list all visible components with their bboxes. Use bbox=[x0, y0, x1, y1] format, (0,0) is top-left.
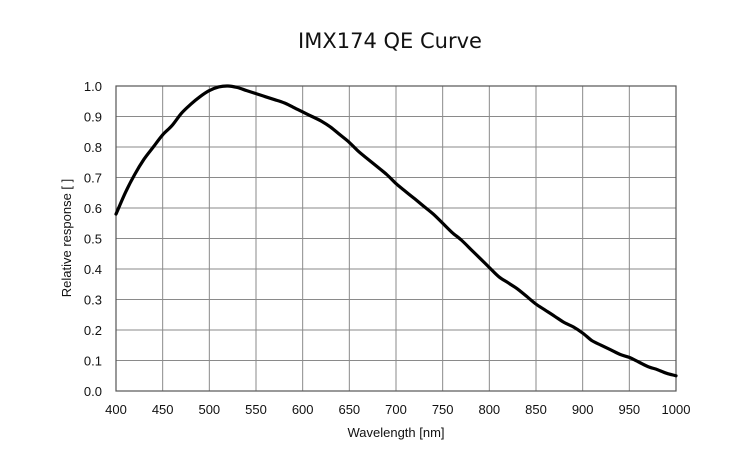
y-tick-label: 0.6 bbox=[84, 201, 102, 216]
y-axis-ticks: 0.0 0.1 0.2 0.3 0.4 0.5 0.6 0.7 0.8 0.9 1.0 bbox=[84, 79, 102, 399]
x-tick-label: 750 bbox=[432, 402, 454, 417]
y-axis-label: Relative response [ ] bbox=[59, 179, 74, 298]
x-tick-label: 650 bbox=[338, 402, 360, 417]
y-tick-label: 1.0 bbox=[84, 79, 102, 94]
x-tick-label: 600 bbox=[292, 402, 314, 417]
y-tick-label: 0.7 bbox=[84, 171, 102, 186]
y-tick-label: 0.1 bbox=[84, 354, 102, 369]
chart-title: IMX174 QE Curve bbox=[298, 29, 482, 53]
x-axis-label: Wavelength [nm] bbox=[347, 425, 444, 440]
x-tick-label: 850 bbox=[525, 402, 547, 417]
x-tick-label: 500 bbox=[198, 402, 220, 417]
y-tick-label: 0.3 bbox=[84, 293, 102, 308]
x-tick-label: 400 bbox=[105, 402, 127, 417]
qe-curve-line bbox=[114, 84, 678, 378]
y-tick-label: 0.2 bbox=[84, 323, 102, 338]
y-tick-label: 0.0 bbox=[84, 384, 102, 399]
x-axis-ticks: 400 450 500 550 600 650 700 750 800 850 900 950 1000 bbox=[105, 402, 690, 417]
y-tick-label: 0.5 bbox=[84, 232, 102, 247]
plot-frame bbox=[115, 85, 677, 392]
y-tick-label: 0.9 bbox=[84, 110, 102, 125]
grid bbox=[115, 85, 677, 392]
y-tick-label: 0.4 bbox=[84, 262, 102, 277]
x-tick-label: 550 bbox=[245, 402, 267, 417]
x-tick-label: 1000 bbox=[662, 402, 691, 417]
x-tick-label: 950 bbox=[618, 402, 640, 417]
x-tick-label: 800 bbox=[478, 402, 500, 417]
x-tick-label: 900 bbox=[572, 402, 594, 417]
y-tick-label: 0.8 bbox=[84, 140, 102, 155]
x-tick-label: 700 bbox=[385, 402, 407, 417]
x-tick-label: 450 bbox=[152, 402, 174, 417]
